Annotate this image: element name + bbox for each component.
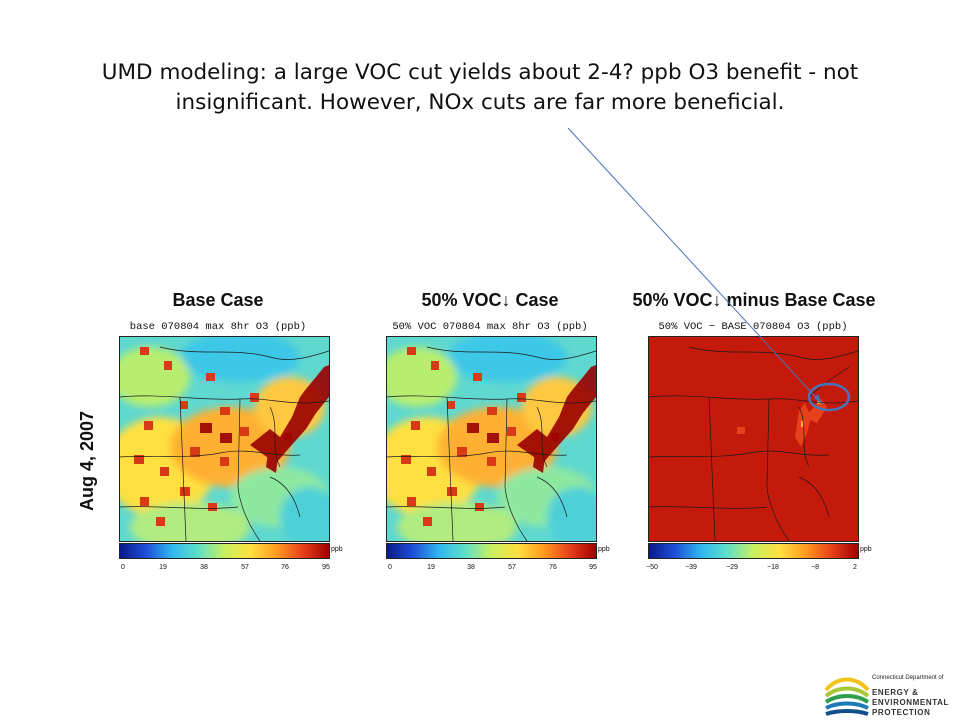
colorbar-difference-tick: −39 <box>685 564 697 571</box>
colorbar-difference-unit: ppb <box>860 546 872 553</box>
ozone-map-base <box>119 336 330 542</box>
panel-subtitle-voc: 50% VOC 070804 max 8hr O3 (ppb) <box>392 321 588 333</box>
colorbar-voc <box>386 543 597 559</box>
slide-title-line2: insignificant. However, NOx cuts are far… <box>175 90 785 115</box>
colorbar-difference <box>648 543 859 559</box>
colorbar-base-tick: 57 <box>241 564 249 571</box>
slide-title-line1: UMD modeling: a large VOC cut yields abo… <box>101 60 859 85</box>
slide-title: UMD modeling: a large VOC cut yields abo… <box>60 58 900 118</box>
ozone-difference-map <box>648 336 859 542</box>
colorbar-difference-tick: −50 <box>646 564 658 571</box>
panel-title-base: Base Case <box>172 290 264 310</box>
logo-line3: ENVIRONMENTAL <box>872 698 949 707</box>
colorbar-base-tick: 38 <box>200 564 208 571</box>
colorbar-base-tick: 0 <box>121 564 125 571</box>
panel-subtitle-difference: 50% VOC − BASE 070804 O3 (ppb) <box>658 321 848 333</box>
colorbar-base <box>119 543 330 559</box>
colorbar-voc-tick: 95 <box>589 564 597 571</box>
colorbar-voc-tick: 38 <box>467 564 475 571</box>
panel-subtitle-base: base 070804 max 8hr O3 (ppb) <box>129 321 307 333</box>
panel-title-voc: 50% VOC↓ Case <box>421 290 559 310</box>
colorbar-voc-unit: ppb <box>598 546 610 553</box>
colorbar-voc-tick: 0 <box>388 564 392 571</box>
panel-title-difference: 50% VOC↓ minus Base Case <box>632 290 876 310</box>
colorbar-voc-tick: 57 <box>508 564 516 571</box>
ozone-map-voc <box>386 336 597 542</box>
colorbar-base-unit: ppb <box>331 546 343 553</box>
logo-line1: Connecticut Department of <box>872 675 944 681</box>
colorbar-voc-tick: 76 <box>549 564 557 571</box>
colorbar-base-tick: 95 <box>322 564 330 571</box>
colorbar-difference-tick: −29 <box>726 564 738 571</box>
colorbar-difference-tick: −18 <box>767 564 779 571</box>
colorbar-base-tick: 19 <box>159 564 167 571</box>
colorbar-voc-tick: 19 <box>427 564 435 571</box>
colorbar-difference-tick: −8 <box>811 564 819 571</box>
logo-line2: ENERGY & <box>872 688 919 697</box>
colorbar-base-tick: 76 <box>281 564 289 571</box>
logo-mark-icon <box>824 677 870 716</box>
colorbar-difference-tick: 2 <box>853 564 857 571</box>
logo-line4: PROTECTION <box>872 708 931 717</box>
ct-deep-logo: Connecticut Department of ENERGY & ENVIR… <box>824 664 960 720</box>
row-label-date: Aug 4, 2007 <box>77 410 97 511</box>
